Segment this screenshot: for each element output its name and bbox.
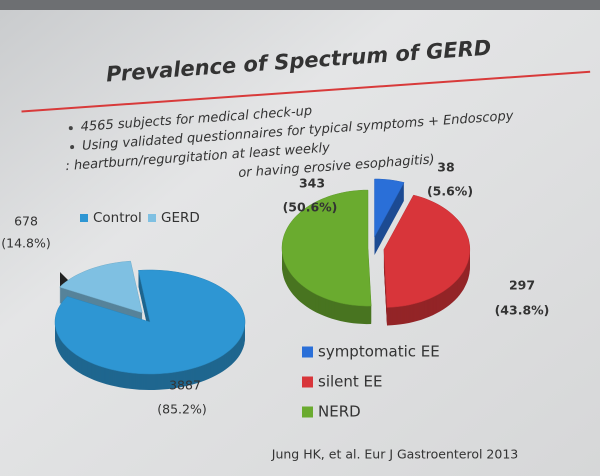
percent-label: (43.8%) [495, 303, 550, 318]
bullet-dot [68, 126, 73, 131]
legend-swatch [148, 214, 156, 222]
legend-swatch [302, 346, 313, 358]
data-label: 297 [509, 278, 535, 293]
legend-label: GERD [161, 210, 200, 226]
screen-edge [0, 0, 600, 10]
pie-chart [54, 260, 246, 390]
data-label: 343 [299, 176, 325, 191]
percent-label: (5.6%) [427, 184, 473, 199]
pie-slice [281, 189, 372, 307]
legend-swatch [302, 406, 313, 418]
legend-label: silent EE [318, 373, 383, 391]
legend-swatch [80, 214, 88, 222]
percent-label: (14.8%) [1, 236, 50, 251]
citation: Jung HK, et al. Eur J Gastroenterol 2013 [271, 447, 518, 462]
percent-label: (50.6%) [283, 200, 338, 215]
legend-label: symptomatic EE [318, 343, 440, 361]
data-label: 38 [437, 160, 454, 175]
bullet-dot [70, 145, 75, 150]
pie-slice [59, 260, 143, 314]
data-label: 3887 [169, 378, 201, 393]
title-rule [21, 70, 591, 113]
data-label: 678 [14, 214, 38, 229]
pie-slice [54, 269, 246, 375]
legend-swatch [302, 376, 313, 388]
pie-slice [383, 194, 471, 308]
legend-label: NERD [318, 403, 361, 421]
pie-chart [281, 178, 471, 326]
legend-label: Control [93, 210, 142, 226]
percent-label: (85.2%) [157, 402, 206, 417]
pie-slice [374, 178, 405, 238]
